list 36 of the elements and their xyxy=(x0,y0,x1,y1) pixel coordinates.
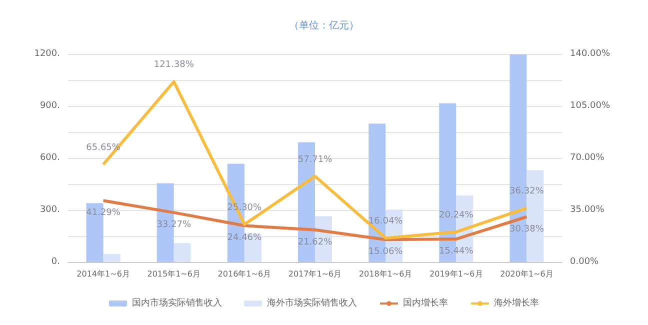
bar xyxy=(174,243,191,262)
y2-tick-label: 35.00% xyxy=(570,205,605,215)
x-tick-label: 2016年1~6月 xyxy=(218,270,272,278)
legend-label: 海外市场实际销售收入 xyxy=(267,298,357,308)
y-tick-label: 300. xyxy=(40,205,60,215)
data-label: 21.62% xyxy=(298,237,333,248)
y2-tick-label: 140.00% xyxy=(570,49,610,59)
y-tick-label: 1200. xyxy=(34,49,60,59)
data-label: 30.38% xyxy=(510,224,544,234)
data-label: 41.29% xyxy=(86,208,121,218)
y-tick-label: 900. xyxy=(40,101,60,111)
y2-tick-label: 70.00% xyxy=(570,153,605,163)
legend-label: 海外增长率 xyxy=(494,298,539,308)
x-tick-label: 2014年1~6月 xyxy=(76,270,130,278)
data-label: 15.06% xyxy=(368,247,404,258)
y-tick-label: 600. xyxy=(40,153,60,163)
data-label: 57.71% xyxy=(298,154,333,165)
data-label: 20.24% xyxy=(438,210,474,220)
x-tick-label: 2018年1~6月 xyxy=(358,270,412,278)
y2-tick-label: 0.00% xyxy=(570,257,600,267)
data-label: 36.32% xyxy=(510,186,544,197)
x-tick-label: 2015年1~6月 xyxy=(147,270,200,278)
data-label: 33.27% xyxy=(156,220,192,230)
data-label: 16.04% xyxy=(368,216,404,227)
legend-label: 国内增长率 xyxy=(403,298,448,308)
chart-title: （单位：亿元） xyxy=(289,20,359,32)
y-tick-label: 0. xyxy=(51,257,60,267)
x-tick-label: 2020年1~6月 xyxy=(500,270,554,278)
x-tick-label: 2017年1~6月 xyxy=(288,270,342,278)
bar xyxy=(103,254,120,262)
x-tick-label: 2019年1~6月 xyxy=(430,270,483,278)
y2-tick-label: 105.00% xyxy=(570,101,610,111)
data-label: 24.46% xyxy=(227,233,262,244)
data-label: 121.38% xyxy=(154,60,194,70)
data-label: 15.44% xyxy=(438,246,474,257)
legend-label: 国内市场实际销售收入 xyxy=(132,298,222,308)
